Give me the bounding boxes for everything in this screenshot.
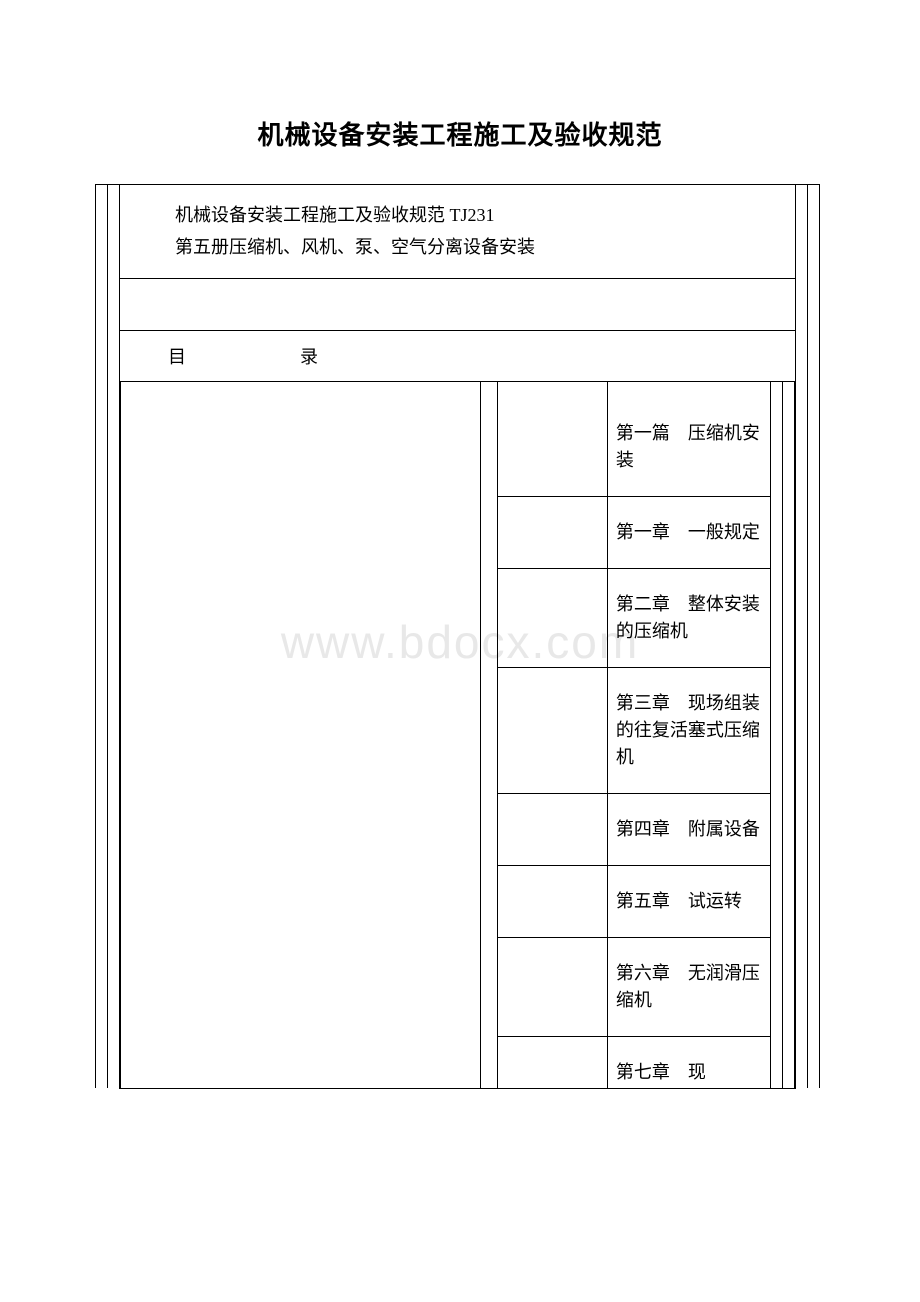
outer-margin-left-2 (108, 185, 120, 1089)
header-row: 机械设备安装工程施工及验收规范 TJ231 第五册压缩机、风机、泵、空气分离设备… (96, 185, 820, 279)
inner-right-spacer-1 (770, 382, 782, 1088)
toc-item-cell: 第五章 试运转 (607, 865, 770, 937)
toc-body-row: 第一篇 压缩机安装 第一章 一般规定 第二章 整体安装的压缩机 第 (96, 381, 820, 1088)
outer-margin-right (808, 185, 820, 1089)
inner-left-spacer (121, 382, 481, 1088)
page-title: 机械设备安装工程施工及验收规范 (0, 115, 920, 152)
header-cell: 机械设备安装工程施工及验收规范 TJ231 第五册压缩机、风机、泵、空气分离设备… (120, 185, 796, 279)
toc-body-cell: 第一篇 压缩机安装 第一章 一般规定 第二章 整体安装的压缩机 第 (120, 381, 796, 1088)
spacer-row (96, 278, 820, 330)
document-page: 机械设备安装工程施工及验收规范 机械设备安装工程施工及验收规范 TJ231 第五… (0, 0, 920, 1089)
inner-mid-cell (497, 793, 607, 865)
outer-margin-right-2 (796, 185, 808, 1089)
inner-right-spacer-2 (782, 382, 794, 1088)
inner-mid-cell (497, 1036, 607, 1088)
spacer-cell (120, 278, 796, 330)
header-line-2: 第五册压缩机、风机、泵、空气分离设备安装 (175, 231, 783, 263)
inner-mid-cell (497, 568, 607, 667)
inner-mid-cell (497, 937, 607, 1036)
toc-label-row: 目 录 (96, 330, 820, 381)
outer-margin-left (96, 185, 108, 1089)
outer-table: 机械设备安装工程施工及验收规范 TJ231 第五册压缩机、风机、泵、空气分离设备… (95, 184, 820, 1089)
toc-item-cell: 第二章 整体安装的压缩机 (607, 568, 770, 667)
toc-item-cell: 第七章 现 (607, 1036, 770, 1088)
toc-item-cell: 第六章 无润滑压缩机 (607, 937, 770, 1036)
toc-label: 目 录 (168, 347, 344, 367)
inner-gap (480, 382, 497, 1088)
toc-item-cell: 第三章 现场组装的往复活塞式压缩机 (607, 667, 770, 793)
table-row: 第一篇 压缩机安装 (121, 382, 795, 497)
inner-table: 第一篇 压缩机安装 第一章 一般规定 第二章 整体安装的压缩机 第 (120, 382, 795, 1088)
toc-item-cell: 第一篇 压缩机安装 (607, 382, 770, 497)
inner-mid-cell (497, 496, 607, 568)
inner-mid-cell (497, 865, 607, 937)
header-line-1: 机械设备安装工程施工及验收规范 TJ231 (175, 199, 783, 231)
inner-mid-cell (497, 667, 607, 793)
toc-item-cell: 第四章 附属设备 (607, 793, 770, 865)
toc-label-cell: 目 录 (120, 330, 796, 381)
toc-item-cell: 第一章 一般规定 (607, 496, 770, 568)
inner-mid-cell (497, 382, 607, 497)
